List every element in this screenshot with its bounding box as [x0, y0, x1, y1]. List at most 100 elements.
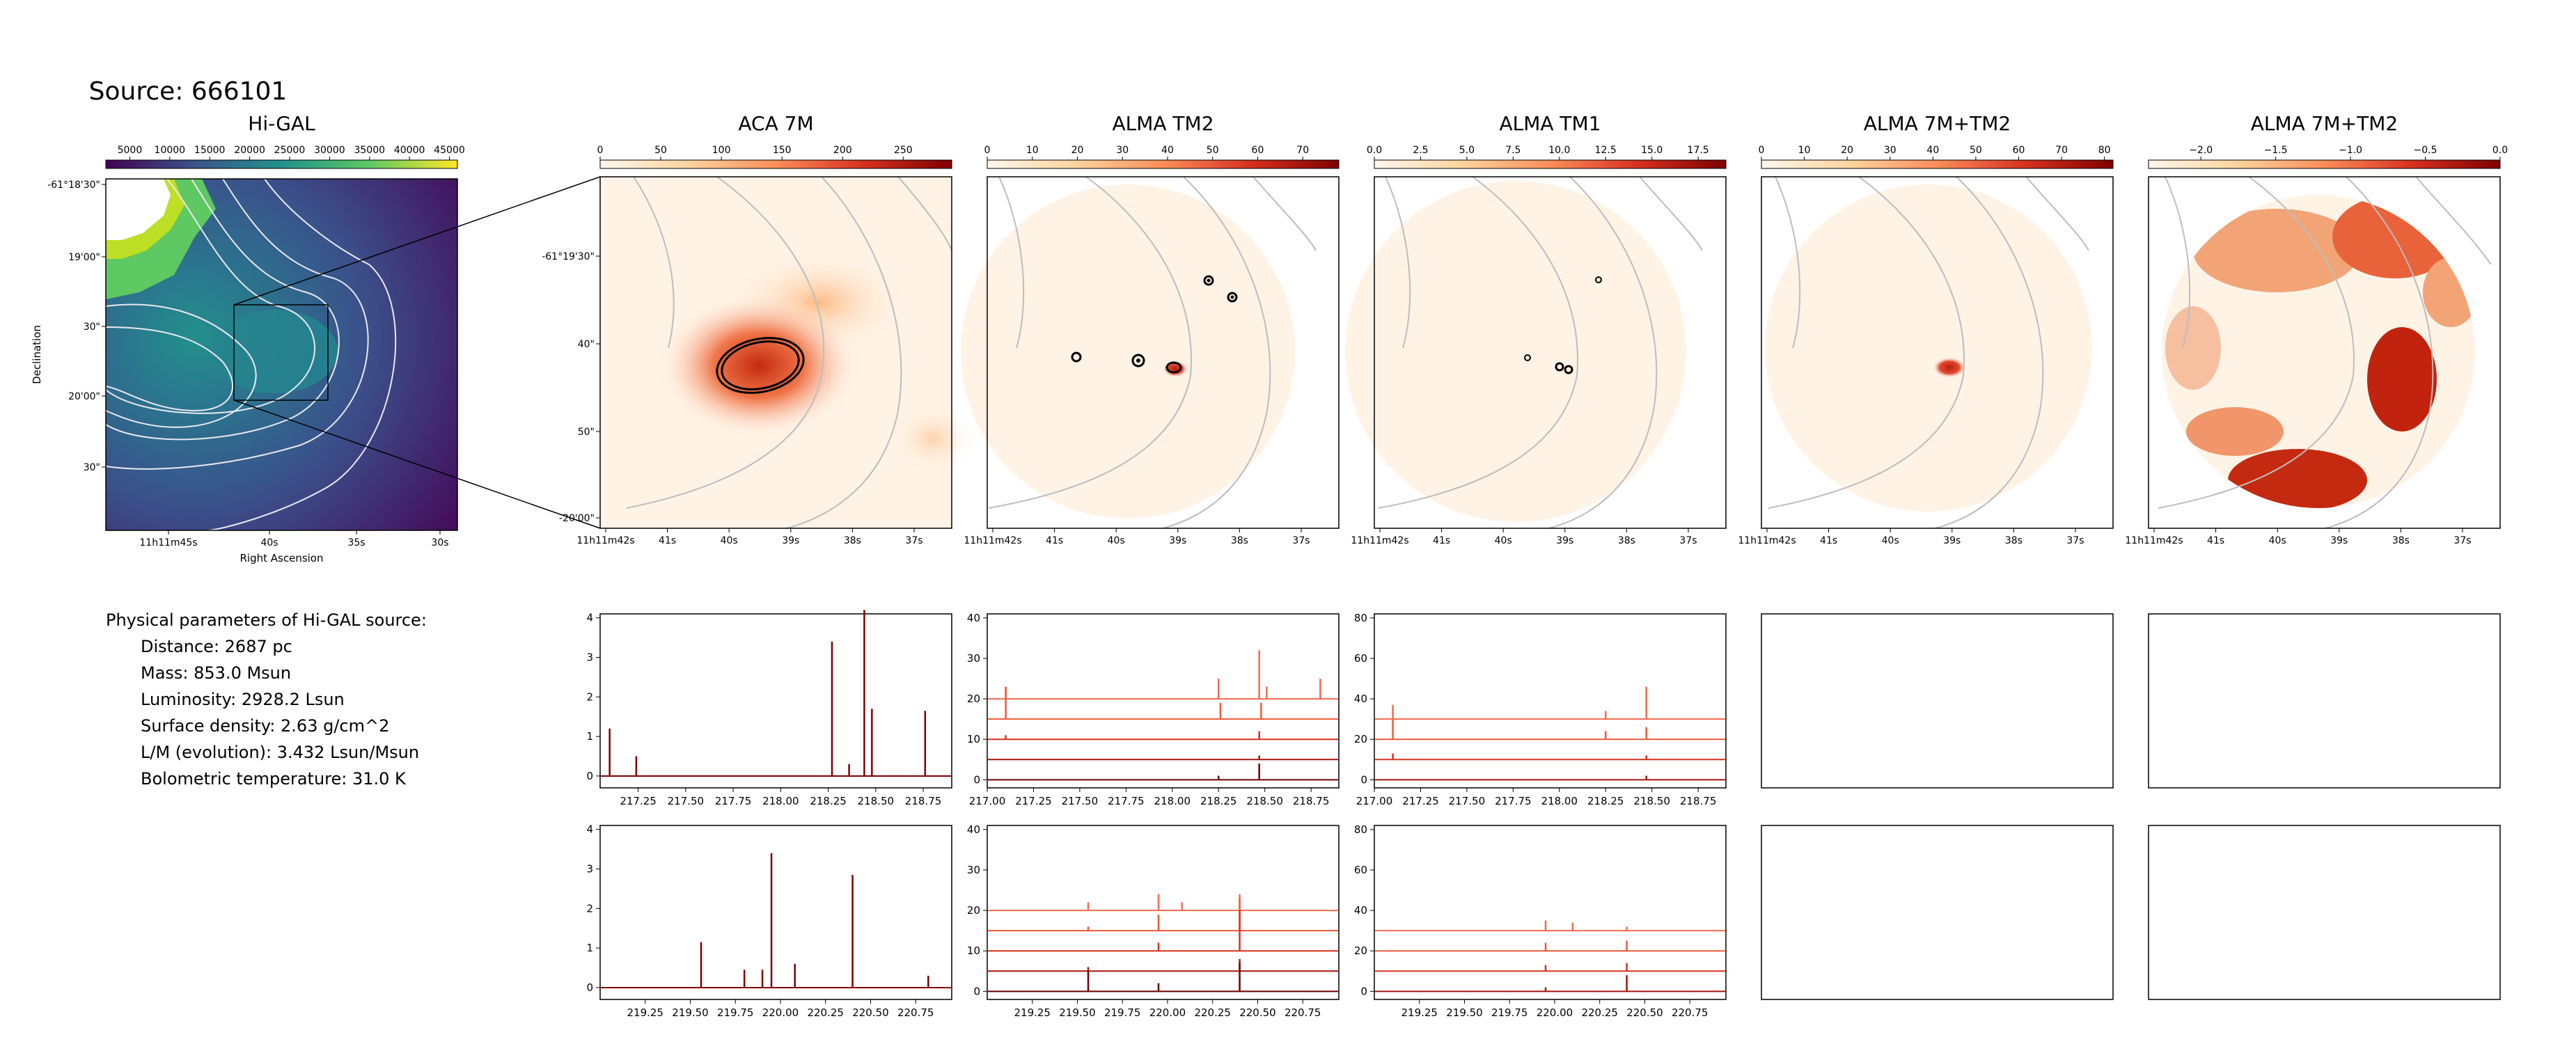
colorbar-tick-label: 40	[1926, 145, 1939, 156]
x-tick-label: 39s	[2330, 535, 2348, 546]
colorbar-tick-label: −1.5	[2264, 145, 2288, 156]
x-tick-label: 219.75	[1104, 1006, 1141, 1019]
x-tick-label: 217.75	[1108, 795, 1145, 807]
x-tick-label: 218.50	[1633, 795, 1670, 807]
x-tick-label: 41s	[1820, 535, 1837, 546]
y-tick-label: 50"	[578, 427, 595, 438]
y-tick-label: 4	[586, 612, 593, 624]
colorbar-tick-label: 150	[773, 145, 792, 156]
colorbar-tick-label: 0.0	[1367, 145, 1382, 156]
tm2-image-pixels	[961, 176, 1317, 529]
x-tick-label: 220.50	[1626, 1006, 1663, 1019]
colorbar-tick-label: 10000	[155, 145, 186, 156]
colorbar-tick-label: 0.0	[2492, 145, 2508, 156]
y-tick-label: 30"	[84, 462, 100, 473]
colorbar-tick-label: 80	[2098, 145, 2111, 156]
x-tick-label: 219.50	[1059, 1006, 1096, 1019]
colorbar-tick-label: 0	[1759, 145, 1765, 156]
x-tick-label: 40s	[260, 537, 278, 548]
colorbar	[1761, 159, 2114, 169]
x-tick-label: 219.75	[717, 1006, 754, 1019]
x-tick-label: 35s	[347, 537, 365, 548]
y-tick-label: 0	[586, 981, 593, 994]
x-tick-label: 217.75	[1495, 795, 1532, 807]
x-tick-label: 38s	[2392, 535, 2410, 546]
x-tick-label: 40s	[721, 535, 738, 546]
spectrum-frame	[1374, 613, 1727, 789]
colorbar-tick-label: 15.0	[1641, 145, 1663, 156]
x-tick-label: 218.00	[1541, 795, 1578, 807]
param-surface-density: Surface density: 2.63 g/cm^2	[141, 716, 390, 736]
y-tick-label: 80	[1354, 823, 1367, 836]
panel-title: ALMA 7M+TM2	[1864, 112, 2011, 135]
x-tick-label: 218.00	[1154, 795, 1191, 807]
x-tick-label: 38s	[1231, 535, 1248, 546]
x-tick-label: 40s	[2269, 535, 2286, 546]
y-tick-label: 30	[967, 864, 980, 876]
x-axis-label: Right Ascension	[240, 552, 324, 564]
y-tick-label: 4	[586, 823, 593, 836]
y-tick-label: -61°19'30"	[542, 251, 595, 262]
colorbar-tick-label: 20	[1071, 145, 1084, 156]
colorbar-tick-label: 250	[894, 145, 913, 156]
x-tick-label: 218.75	[905, 795, 942, 807]
panel-title: Hi-GAL	[248, 112, 315, 135]
colorbar	[599, 159, 952, 169]
x-tick-label: 41s	[1046, 535, 1063, 546]
image-frame	[1374, 176, 1727, 529]
empty-spectrum-panel	[1761, 825, 2114, 1000]
colorbar-tick-label: 40	[1161, 145, 1174, 156]
image-frame	[599, 176, 952, 529]
x-tick-label: 220.00	[762, 1006, 799, 1019]
x-tick-label: 37s	[1292, 535, 1310, 546]
empty-spectrum-panel	[1761, 613, 2114, 789]
colorbar-tick-label: 50	[1970, 145, 1982, 156]
x-tick-label: 220.25	[807, 1006, 844, 1019]
x-tick-label: 219.25	[1401, 1006, 1438, 1019]
x-tick-label: 219.25	[627, 1006, 663, 1019]
x-tick-label: 217.50	[1449, 795, 1486, 807]
spectrum-frame	[1374, 825, 1727, 1000]
colorbar-tick-label: 30	[1116, 145, 1129, 156]
aca7m-image-pixels	[600, 176, 975, 529]
y-tick-label: 0	[973, 773, 980, 786]
x-tick-label: 218.00	[762, 795, 799, 807]
y-tick-label: 10	[967, 733, 980, 745]
empty-spectrum-panel	[2148, 825, 2501, 1000]
x-tick-label: 38s	[1618, 535, 1635, 546]
y-tick-label: 0	[586, 770, 593, 782]
colorbar-tick-label: 30000	[314, 145, 345, 156]
colorbar-tick-label: 30	[1884, 145, 1896, 156]
physical-parameters: Physical parameters of Hi-GAL source: Di…	[106, 607, 427, 792]
y-tick-label: 20	[1354, 733, 1367, 745]
x-tick-label: 217.50	[1062, 795, 1099, 807]
x-tick-label: 218.75	[1680, 795, 1717, 807]
colorbar-tick-label: 20	[1841, 145, 1853, 156]
y-tick-label: 2	[586, 690, 593, 703]
x-tick-label: 11h11m42s	[1351, 535, 1408, 546]
y-tick-label: 20	[1354, 944, 1367, 957]
x-tick-label: 217.00	[969, 795, 1006, 807]
colorbar	[105, 159, 458, 169]
x-tick-label: 218.50	[1246, 795, 1283, 807]
y-tick-label: 40	[1354, 693, 1367, 705]
colorbar-tick-label: 70	[1296, 145, 1309, 156]
y-tick-label: 2	[586, 902, 593, 915]
y-tick-label: 10	[967, 944, 980, 957]
param-bolometric-temperature: Bolometric temperature: 31.0 K	[141, 769, 406, 789]
colorbar-tick-label: 15000	[194, 145, 226, 156]
colorbar-tick-label: 0	[597, 145, 604, 156]
x-tick-label: 37s	[1679, 535, 1697, 546]
x-tick-label: 41s	[1433, 535, 1450, 546]
x-tick-label: 38s	[844, 535, 861, 546]
colorbar-tick-label: 5000	[118, 145, 143, 156]
y-tick-label: 40	[967, 612, 980, 624]
x-tick-label: 11h11m42s	[1738, 535, 1796, 546]
x-tick-label: 37s	[2066, 535, 2084, 546]
7mtm2-ratio-image-pixels	[2158, 176, 2492, 529]
image-frame	[1761, 176, 2114, 529]
x-tick-label: 41s	[2207, 535, 2224, 546]
y-tick-label: 40	[1354, 904, 1367, 917]
y-axis-label: Declination	[31, 325, 43, 384]
colorbar-tick-label: 200	[833, 145, 852, 156]
